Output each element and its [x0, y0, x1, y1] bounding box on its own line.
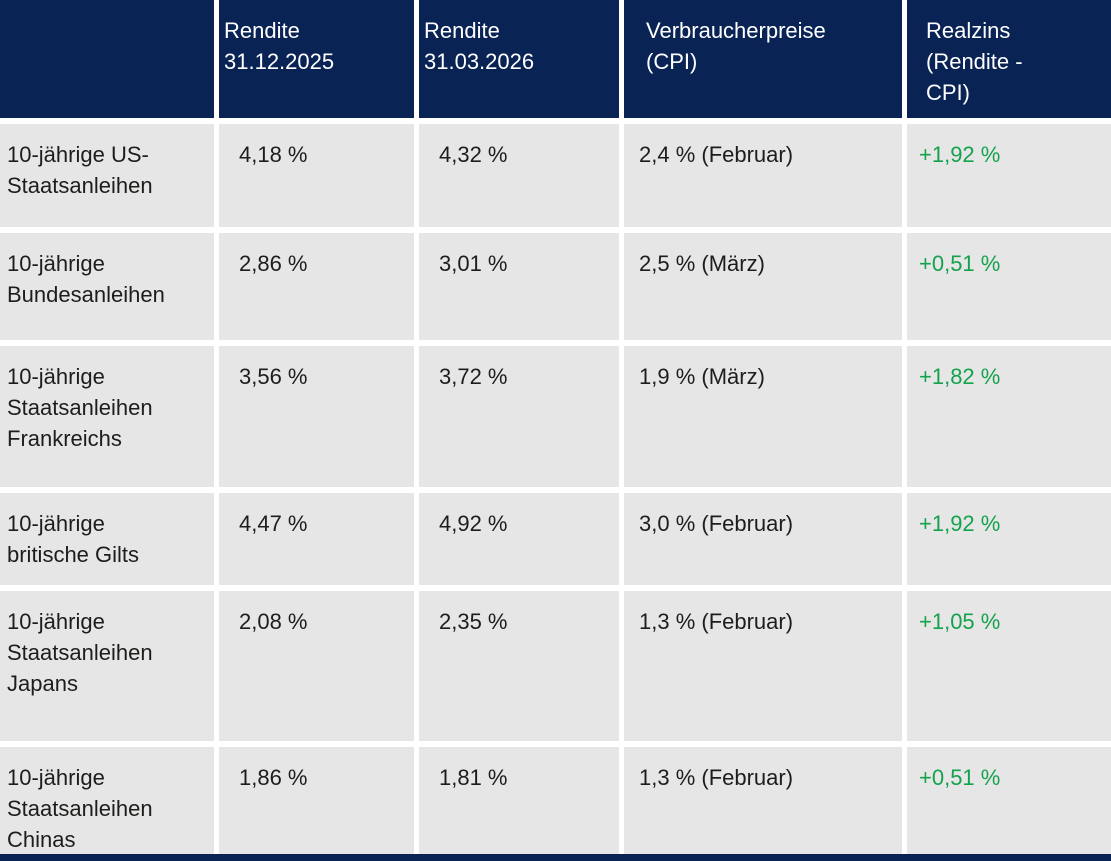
- cell-rendite-31-03-2026: 1,81 %: [419, 747, 619, 854]
- cell-cpi: 2,4 % (Februar): [624, 124, 902, 227]
- header-blank-cell: [0, 0, 214, 118]
- row-label: 10-jährige Staatsanleihen Frankreichs: [0, 346, 214, 487]
- header-verbraucherpreise-cpi: Verbraucherpreise (CPI): [624, 0, 902, 118]
- row-label: 10-jährige Bundesanleihen: [0, 233, 214, 340]
- cell-rendite-31-03-2026: 3,72 %: [419, 346, 619, 487]
- cell-rendite-31-12-2025: 2,86 %: [219, 233, 414, 340]
- cell-realzins: +0,51 %: [907, 747, 1111, 854]
- cell-rendite-31-03-2026: 4,92 %: [419, 493, 619, 585]
- row-label: 10-jährige Staatsanleihen Chinas: [0, 747, 214, 854]
- cell-realzins: +1,92 %: [907, 124, 1111, 227]
- cell-cpi: 1,3 % (Februar): [624, 591, 902, 741]
- cell-cpi: 1,9 % (März): [624, 346, 902, 487]
- row-label: 10-jährige US- Staatsanleihen: [0, 124, 214, 227]
- row-label: 10-jährige britische Gilts: [0, 493, 214, 585]
- row-label: 10-jährige Staatsanleihen Japans: [0, 591, 214, 741]
- cell-realzins: +1,82 %: [907, 346, 1111, 487]
- header-realzins: Realzins (Rendite - CPI): [907, 0, 1111, 118]
- cell-rendite-31-12-2025: 3,56 %: [219, 346, 414, 487]
- cell-realzins: +1,92 %: [907, 493, 1111, 585]
- cell-rendite-31-03-2026: 4,32 %: [419, 124, 619, 227]
- cell-cpi: 2,5 % (März): [624, 233, 902, 340]
- cell-rendite-31-12-2025: 4,47 %: [219, 493, 414, 585]
- bottom-bar: [0, 854, 1111, 861]
- cell-rendite-31-12-2025: 1,86 %: [219, 747, 414, 854]
- cell-rendite-31-03-2026: 3,01 %: [419, 233, 619, 340]
- cell-rendite-31-03-2026: 2,35 %: [419, 591, 619, 741]
- cell-realzins: +0,51 %: [907, 233, 1111, 340]
- cell-realzins: +1,05 %: [907, 591, 1111, 741]
- cell-rendite-31-12-2025: 4,18 %: [219, 124, 414, 227]
- header-rendite-31-12-2025: Rendite 31.12.2025: [219, 0, 414, 118]
- cell-rendite-31-12-2025: 2,08 %: [219, 591, 414, 741]
- header-rendite-31-03-2026: Rendite 31.03.2026: [419, 0, 619, 118]
- cell-cpi: 1,3 % (Februar): [624, 747, 902, 854]
- cell-cpi: 3,0 % (Februar): [624, 493, 902, 585]
